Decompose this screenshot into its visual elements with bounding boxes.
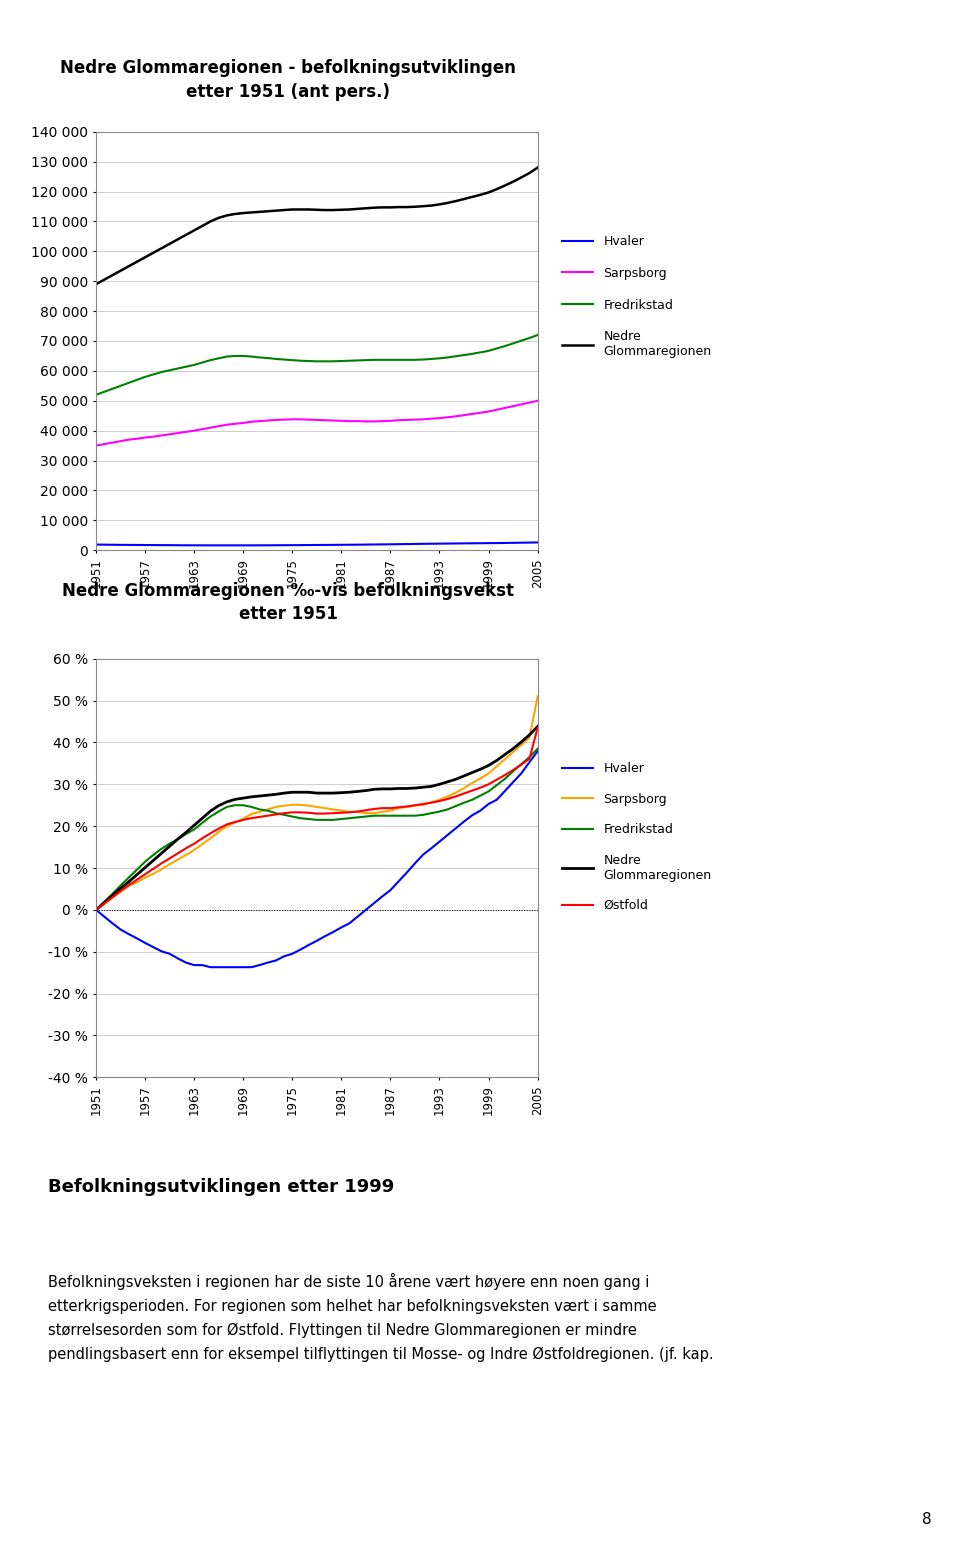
Text: Nedre Glommaregionen - befolkningsutviklingen
etter 1951 (ant pers.): Nedre Glommaregionen - befolkningsutvikl… (60, 59, 516, 101)
Legend: Hvaler, Sarpsborg, Fredrikstad, Nedre
Glommaregionen, Østfold: Hvaler, Sarpsborg, Fredrikstad, Nedre Gl… (557, 756, 716, 918)
Legend: Hvaler, Sarpsborg, Fredrikstad, Nedre
Glommaregionen: Hvaler, Sarpsborg, Fredrikstad, Nedre Gl… (557, 229, 716, 363)
Text: Befolkningsveksten i regionen har de siste 10 årene vært høyere enn noen gang i
: Befolkningsveksten i regionen har de sis… (48, 1274, 713, 1362)
Text: Befolkningsutviklingen etter 1999: Befolkningsutviklingen etter 1999 (48, 1178, 395, 1197)
Text: Nedre Glommaregionen ‰-vis befolkningsvekst
etter 1951: Nedre Glommaregionen ‰-vis befolkningsve… (62, 581, 514, 623)
Text: 8: 8 (922, 1511, 931, 1527)
